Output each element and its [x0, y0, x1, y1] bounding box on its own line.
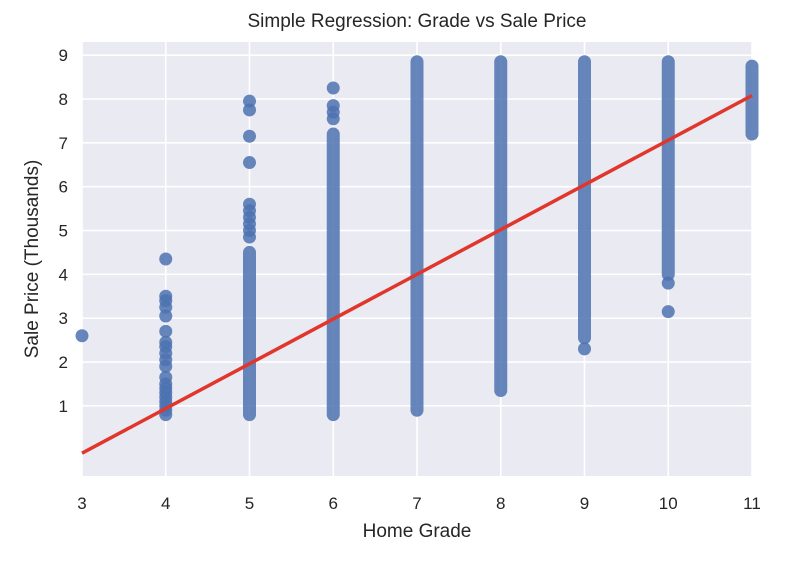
data-point [159, 252, 173, 266]
x-tick-label: 9 [580, 494, 589, 513]
y-tick-labels: 1 2 3 4 5 6 7 8 9 [59, 46, 68, 416]
y-tick-label: 6 [59, 178, 68, 197]
data-point-column [661, 55, 675, 281]
data-point-column [243, 245, 256, 422]
y-axis-label: Sale Price (Thousands) [22, 160, 43, 359]
data-point-column [578, 55, 591, 345]
x-tick-label: 4 [161, 494, 170, 513]
y-tick-label: 4 [59, 265, 68, 284]
data-point [243, 156, 256, 170]
data-point-column [410, 55, 424, 417]
x-tick-label: 10 [659, 494, 678, 513]
data-point-column [494, 55, 508, 398]
x-tick-label: 11 [743, 494, 761, 513]
y-tick-label: 5 [59, 222, 68, 241]
x-tick-label: 7 [412, 494, 421, 513]
data-point [243, 103, 256, 117]
data-points [75, 55, 759, 422]
data-point [661, 305, 675, 319]
data-point [75, 329, 89, 343]
data-point [159, 309, 173, 323]
regression-layer [81, 93, 753, 455]
x-tick-label: 3 [77, 494, 86, 513]
x-axis-label: Home Grade [363, 521, 472, 542]
y-tick-label: 8 [59, 90, 68, 109]
y-tick-label: 1 [59, 397, 68, 416]
data-point [578, 342, 591, 356]
x-tick-label: 5 [245, 494, 254, 513]
chart-title: Simple Regression: Grade vs Sale Price [248, 11, 587, 32]
data-point [243, 230, 256, 244]
data-point-column [326, 127, 340, 422]
data-point [159, 359, 173, 373]
data-point [326, 81, 340, 95]
data-point [326, 112, 340, 126]
y-tick-label: 2 [59, 353, 68, 372]
regression-line [81, 93, 753, 455]
data-point-column [745, 59, 759, 141]
x-tick-labels: 3 4 5 6 7 8 9 10 11 [77, 494, 761, 513]
data-point [661, 276, 675, 290]
y-tick-label: 9 [59, 46, 68, 65]
data-point [159, 324, 173, 338]
data-point [243, 129, 256, 143]
x-tick-label: 6 [329, 494, 338, 513]
y-tick-label: 7 [59, 134, 68, 153]
x-tick-label: 8 [496, 494, 505, 513]
y-tick-label: 3 [59, 309, 68, 328]
